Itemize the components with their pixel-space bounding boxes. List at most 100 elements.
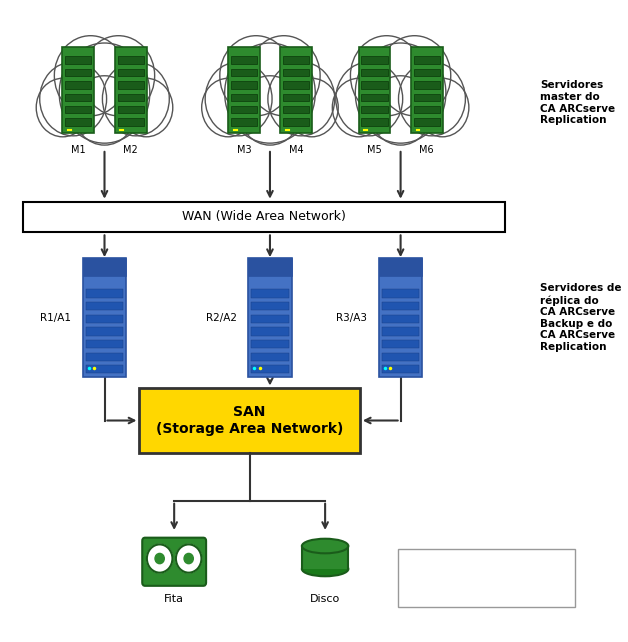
FancyBboxPatch shape [230, 56, 257, 64]
FancyBboxPatch shape [85, 315, 123, 323]
FancyBboxPatch shape [361, 118, 387, 126]
FancyBboxPatch shape [283, 56, 309, 64]
FancyBboxPatch shape [379, 259, 423, 377]
FancyBboxPatch shape [230, 82, 257, 89]
FancyBboxPatch shape [248, 258, 292, 276]
Text: Fita: Fita [164, 594, 184, 604]
FancyBboxPatch shape [382, 327, 420, 336]
FancyBboxPatch shape [117, 106, 144, 114]
FancyBboxPatch shape [117, 56, 144, 64]
Circle shape [40, 62, 107, 136]
FancyBboxPatch shape [23, 202, 505, 232]
FancyBboxPatch shape [398, 549, 575, 607]
FancyBboxPatch shape [382, 290, 420, 298]
Ellipse shape [302, 562, 349, 577]
FancyBboxPatch shape [230, 118, 257, 126]
FancyBboxPatch shape [251, 352, 289, 361]
FancyBboxPatch shape [117, 118, 144, 126]
Text: Disco: Disco [310, 594, 340, 604]
Text: WAN (Wide Area Network): WAN (Wide Area Network) [182, 211, 346, 223]
FancyBboxPatch shape [65, 94, 92, 101]
FancyBboxPatch shape [414, 106, 440, 114]
FancyBboxPatch shape [251, 315, 289, 323]
FancyBboxPatch shape [62, 47, 94, 134]
Circle shape [355, 43, 446, 143]
FancyBboxPatch shape [414, 94, 440, 101]
FancyBboxPatch shape [251, 365, 289, 374]
FancyBboxPatch shape [382, 302, 420, 310]
Text: M5: M5 [367, 145, 382, 155]
FancyBboxPatch shape [85, 340, 123, 348]
Circle shape [220, 36, 292, 116]
Circle shape [82, 36, 154, 116]
FancyBboxPatch shape [251, 340, 289, 348]
FancyBboxPatch shape [142, 538, 206, 586]
Circle shape [336, 62, 403, 136]
FancyBboxPatch shape [361, 106, 387, 114]
FancyBboxPatch shape [302, 546, 349, 569]
Circle shape [202, 78, 254, 137]
Circle shape [59, 43, 150, 143]
FancyBboxPatch shape [361, 56, 387, 64]
FancyBboxPatch shape [117, 94, 144, 101]
Circle shape [350, 36, 423, 116]
FancyBboxPatch shape [65, 118, 92, 126]
FancyBboxPatch shape [382, 340, 420, 348]
FancyBboxPatch shape [65, 56, 92, 64]
Circle shape [247, 36, 320, 116]
FancyBboxPatch shape [251, 302, 289, 310]
FancyBboxPatch shape [414, 82, 440, 89]
FancyBboxPatch shape [65, 82, 92, 89]
FancyBboxPatch shape [83, 259, 126, 377]
FancyBboxPatch shape [85, 352, 123, 361]
Text: R2/A2: R2/A2 [205, 313, 237, 323]
FancyBboxPatch shape [283, 94, 309, 101]
Circle shape [55, 36, 127, 116]
Circle shape [332, 78, 385, 137]
FancyBboxPatch shape [85, 302, 123, 310]
Circle shape [176, 544, 202, 573]
FancyBboxPatch shape [85, 290, 123, 298]
FancyBboxPatch shape [382, 315, 420, 323]
Circle shape [285, 78, 338, 137]
Circle shape [225, 43, 315, 143]
FancyBboxPatch shape [65, 69, 92, 76]
FancyBboxPatch shape [248, 259, 292, 377]
Text: Servidores
master do
CA ARCserve
Replication: Servidores master do CA ARCserve Replica… [540, 80, 615, 125]
FancyBboxPatch shape [230, 106, 257, 114]
FancyBboxPatch shape [230, 94, 257, 101]
Text: M6: M6 [420, 145, 434, 155]
FancyBboxPatch shape [65, 106, 92, 114]
FancyBboxPatch shape [228, 47, 260, 134]
FancyBboxPatch shape [251, 327, 289, 336]
FancyBboxPatch shape [361, 82, 387, 89]
Circle shape [205, 62, 272, 136]
FancyBboxPatch shape [414, 69, 440, 76]
Text: M2: M2 [123, 145, 138, 155]
FancyBboxPatch shape [230, 69, 257, 76]
Circle shape [369, 76, 432, 145]
Circle shape [239, 76, 301, 145]
FancyBboxPatch shape [411, 47, 443, 134]
FancyBboxPatch shape [382, 365, 420, 374]
FancyBboxPatch shape [83, 258, 126, 276]
Text: M4: M4 [289, 145, 303, 155]
Text: R=Servidor de réplica: R=Servidor de réplica [409, 574, 516, 584]
Circle shape [155, 553, 165, 564]
FancyBboxPatch shape [283, 69, 309, 76]
FancyBboxPatch shape [117, 69, 144, 76]
FancyBboxPatch shape [379, 258, 423, 276]
FancyBboxPatch shape [85, 365, 123, 374]
FancyBboxPatch shape [117, 82, 144, 89]
Text: M=Servidor master: M=Servidor master [409, 557, 504, 567]
Circle shape [184, 553, 193, 564]
Text: M3: M3 [237, 145, 251, 155]
Circle shape [73, 76, 136, 145]
FancyBboxPatch shape [115, 47, 146, 134]
FancyBboxPatch shape [283, 118, 309, 126]
Circle shape [399, 62, 465, 136]
Text: Servidores de
réplica do
CA ARCserve
Backup e do
CA ARCserve
Replication: Servidores de réplica do CA ARCserve Bac… [540, 284, 622, 352]
FancyBboxPatch shape [414, 118, 440, 126]
Circle shape [416, 78, 469, 137]
FancyBboxPatch shape [251, 290, 289, 298]
